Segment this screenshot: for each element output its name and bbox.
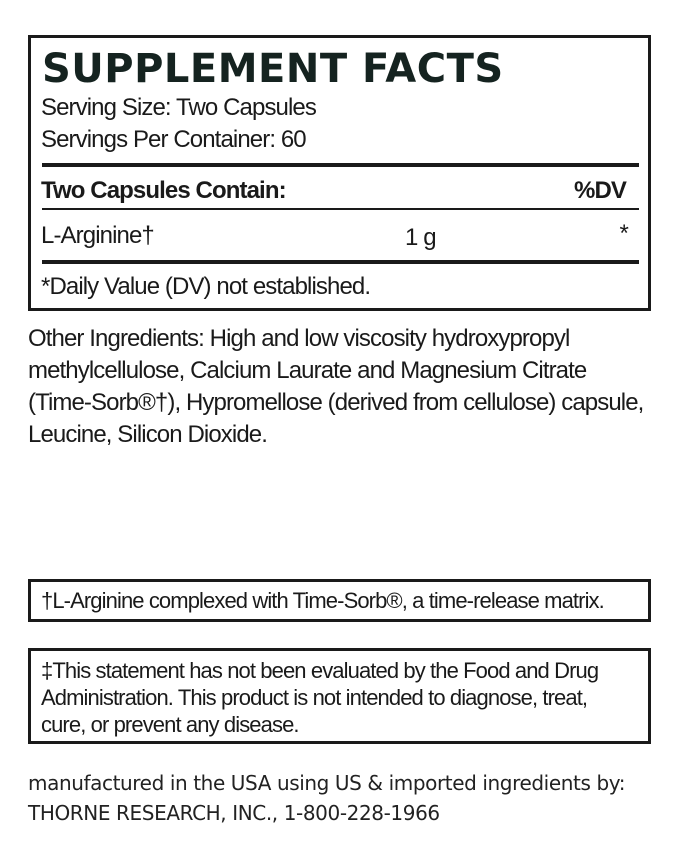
panel-title: SUPPLEMENT FACTS [42, 46, 504, 92]
dv-footnote: *Daily Value (DV) not established. [41, 273, 371, 300]
manufacturer-info: manufactured in the USA using US & impor… [28, 768, 625, 828]
servings-per-container: Servings Per Container: 60 [41, 126, 307, 153]
fda-statement-box: ‡This statement has not been evaluated b… [28, 648, 651, 744]
nutrient-name: L-Arginine† [41, 222, 155, 249]
thick-divider [42, 163, 639, 167]
nutrient-amount: 1 g [405, 224, 437, 251]
serving-size: Serving Size: Two Capsules [41, 94, 317, 121]
manufacturer-contact: THORNE RESEARCH, INC., 1-800-228-1966 [28, 801, 440, 825]
thin-divider [42, 208, 639, 210]
dagger-note-box: †L-Arginine complexed with Time-Sorb®, a… [28, 579, 651, 622]
supplement-facts-panel: SUPPLEMENT FACTS Serving Size: Two Capsu… [28, 35, 651, 311]
contents-header: Two Capsules Contain: [41, 177, 287, 204]
thick-divider [42, 260, 639, 264]
dagger-note: †L-Arginine complexed with Time-Sorb®, a… [41, 588, 605, 613]
nutrient-dv: * [619, 220, 629, 247]
other-ingredients: Other Ingredients: High and low viscosit… [28, 325, 644, 448]
fda-statement: ‡This statement has not been evaluated b… [41, 658, 599, 737]
dv-header: %DV [574, 177, 627, 204]
manufacturer-line: manufactured in the USA using US & impor… [28, 771, 626, 795]
